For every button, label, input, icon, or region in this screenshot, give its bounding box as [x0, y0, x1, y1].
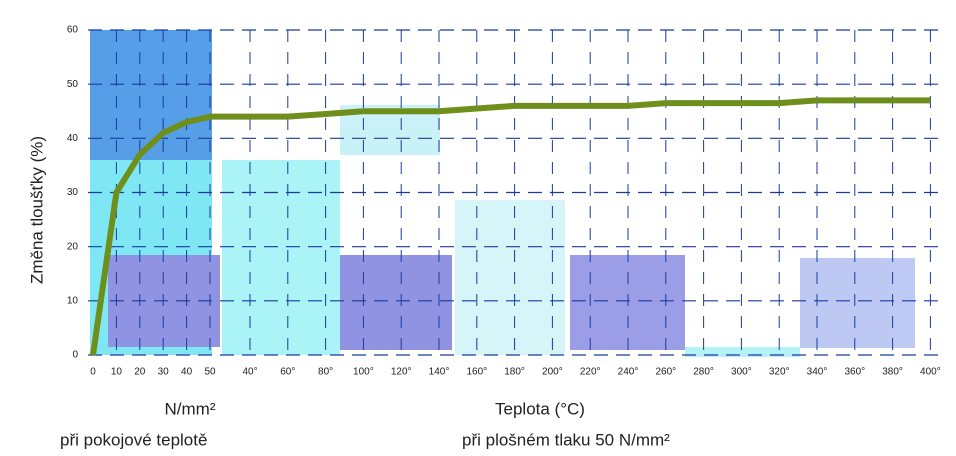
- x-tick-label: 120°: [391, 367, 412, 378]
- x-tick-label: 20: [134, 367, 146, 378]
- background-block: [455, 200, 565, 355]
- x-tick-label: 160°: [466, 367, 487, 378]
- y-axis-title: Změna tloušťky (%): [27, 136, 46, 284]
- y-tick-label: 30: [67, 187, 79, 198]
- x-tick-label: 400°: [920, 367, 941, 378]
- x-tick-label: 320°: [769, 367, 790, 378]
- x-tick-label: 360°: [844, 367, 865, 378]
- x-tick-label: 380°: [882, 367, 903, 378]
- y-tick-label: 50: [67, 79, 79, 90]
- y-tick-label: 60: [67, 25, 79, 36]
- x-tick-label: 40°: [242, 367, 257, 378]
- background-block: [222, 160, 340, 355]
- data-line: [90, 97, 931, 356]
- x-tick-label: 0: [90, 367, 96, 378]
- x-tick-label: 180°: [504, 367, 525, 378]
- x-tick-label: 280°: [693, 367, 714, 378]
- note: při plošném tlaku 50 N/mm²: [462, 430, 670, 449]
- x-tick-label: 30: [158, 367, 170, 378]
- y-tick-label: 0: [72, 350, 78, 361]
- y-tick-label: 20: [67, 241, 79, 252]
- x-tick-label: 60°: [280, 367, 295, 378]
- x-tick-label: 40: [181, 367, 193, 378]
- background-block: [800, 258, 915, 348]
- x-axis-title: Teplota (°C): [495, 399, 585, 418]
- x-tick-label: 50: [204, 367, 216, 378]
- x-tick-label: 100°: [353, 367, 374, 378]
- x-tick-label: 340°: [807, 367, 828, 378]
- x-axis-title: N/mm²: [165, 399, 216, 418]
- background-block: [685, 347, 800, 357]
- x-tick-label: 80°: [318, 367, 333, 378]
- background-block: [340, 255, 452, 350]
- x-tick-label: 140°: [429, 367, 450, 378]
- note: při pokojové teplotě: [60, 430, 207, 449]
- x-tick-label: 10: [111, 367, 123, 378]
- x-tick-label: 240°: [618, 367, 639, 378]
- x-tick-label: 300°: [731, 367, 752, 378]
- x-tick-label: 260°: [655, 367, 676, 378]
- y-tick-label: 40: [67, 133, 79, 144]
- x-tick-label: 200°: [542, 367, 563, 378]
- x-tick-label: 220°: [580, 367, 601, 378]
- background-blocks: [90, 30, 915, 357]
- y-tick-label: 10: [67, 295, 79, 306]
